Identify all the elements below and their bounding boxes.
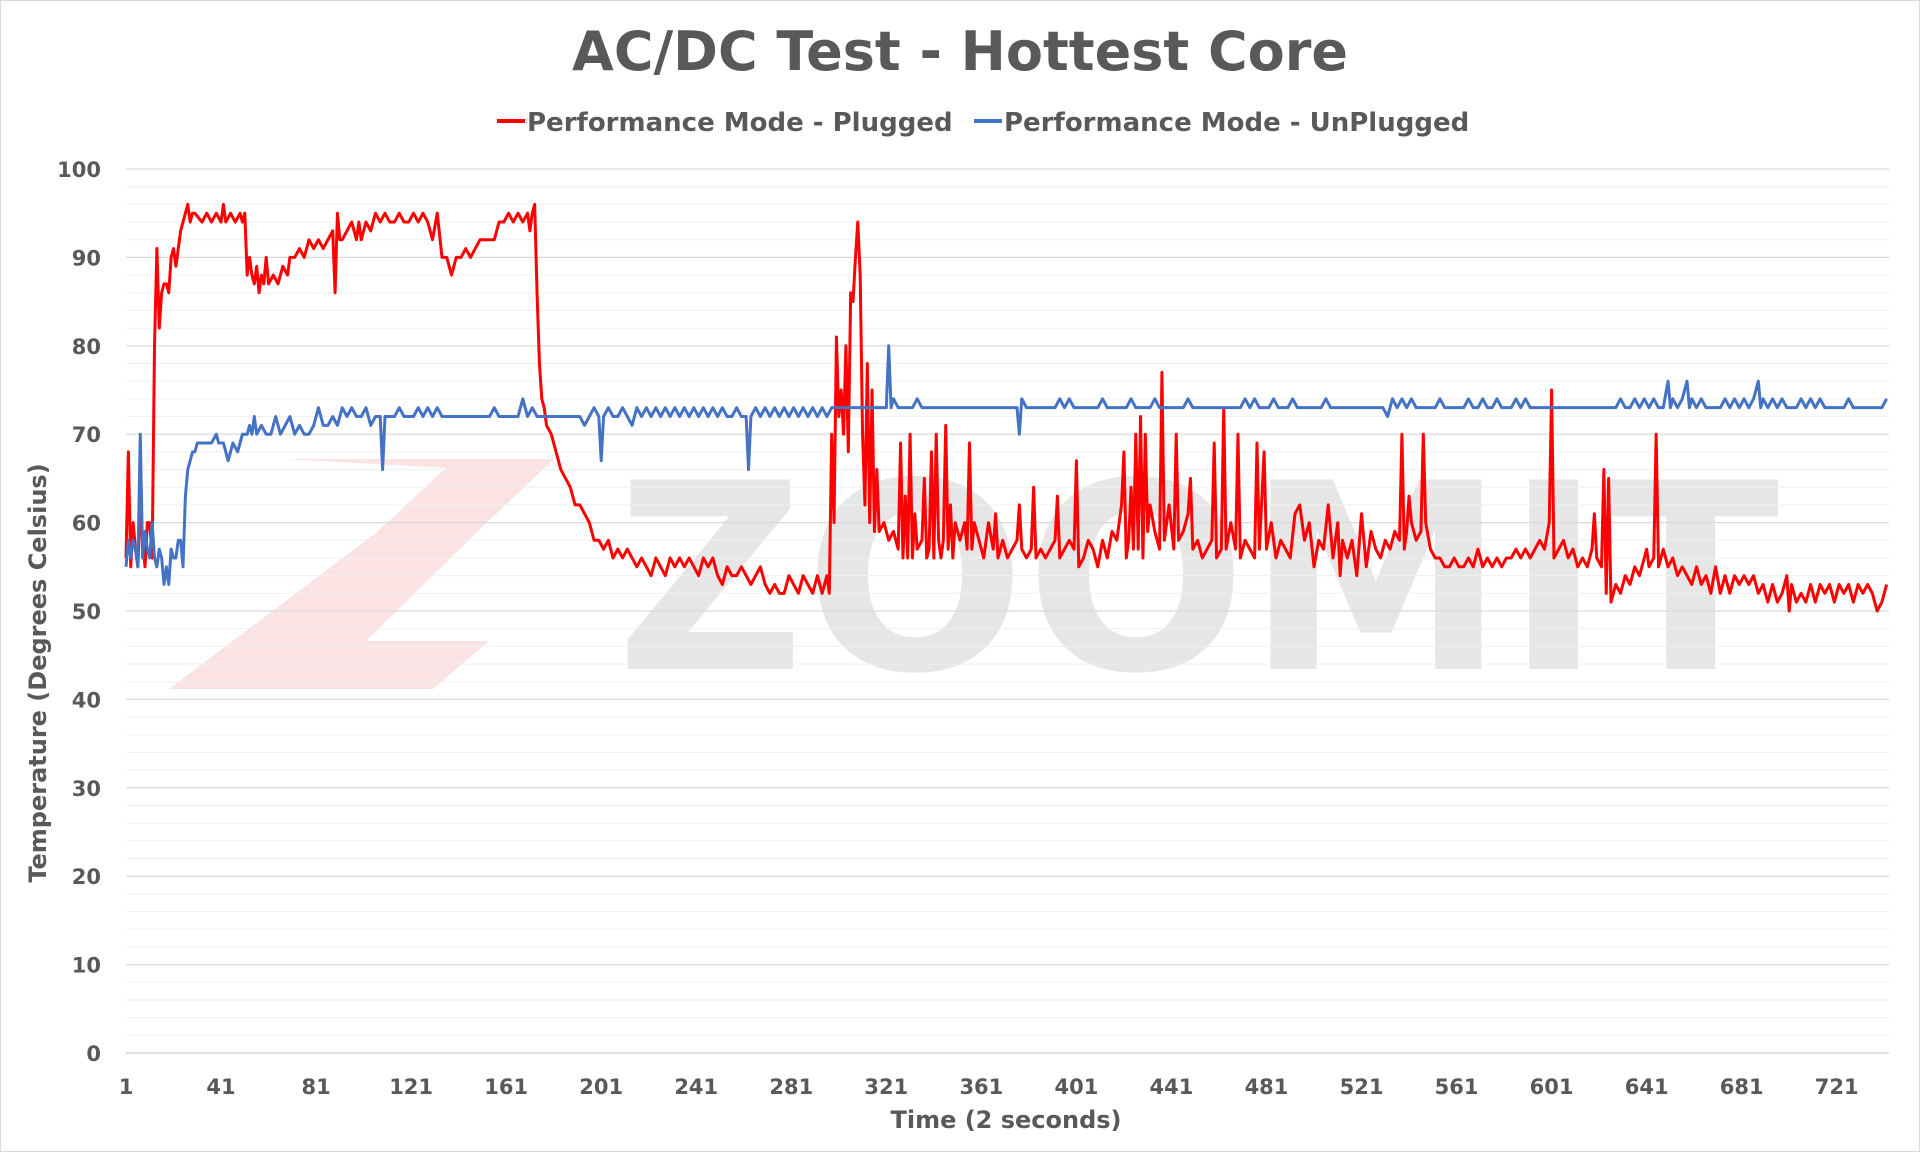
watermark: ZOOMIT [169, 429, 1781, 731]
y-tick-label: 20 [72, 865, 101, 889]
x-tick-label: 201 [579, 1075, 623, 1099]
legend-label-unplugged: Performance Mode - UnPlugged [1004, 108, 1469, 138]
x-tick-label: 281 [769, 1075, 813, 1099]
x-tick-label: 681 [1720, 1075, 1764, 1099]
series-line-unplugged [124, 344, 1888, 586]
x-tick-label: 361 [959, 1075, 1003, 1099]
y-axis-title: Temperature (Degrees Celsius) [24, 463, 52, 882]
x-tick-label: 641 [1625, 1075, 1669, 1099]
x-tick-label: 321 [864, 1075, 908, 1099]
legend-item-plugged: Performance Mode - Plugged [497, 108, 953, 138]
legend-item-unplugged: Performance Mode - UnPlugged [974, 108, 1469, 138]
grid [126, 168, 1889, 1054]
y-tick-label: 50 [72, 600, 101, 624]
series-layer [124, 202, 1889, 613]
y-axis-ticks: 0 10 20 30 40 50 60 70 80 90 100 [57, 158, 101, 1066]
x-axis-ticks: 1 41 81 121 161 201 241 281 321 361 401 441 481 521 56… [119, 1075, 1859, 1099]
x-tick-label: 161 [484, 1075, 528, 1099]
x-tick-label: 1 [119, 1075, 134, 1099]
y-tick-label: 60 [72, 512, 101, 536]
y-tick-label: 80 [72, 335, 101, 359]
x-tick-label: 41 [206, 1075, 235, 1099]
y-tick-label: 0 [86, 1042, 101, 1066]
watermark-logo-mark [286, 459, 554, 533]
series-line-plugged [124, 202, 1889, 613]
y-tick-label: 90 [72, 246, 101, 270]
x-tick-label: 241 [674, 1075, 718, 1099]
chart-title: AC/DC Test - Hottest Core [572, 20, 1348, 83]
x-tick-label: 441 [1150, 1075, 1194, 1099]
y-tick-label: 10 [72, 954, 101, 978]
y-tick-label: 40 [72, 688, 101, 712]
x-tick-label: 561 [1435, 1075, 1479, 1099]
x-tick-label: 521 [1340, 1075, 1384, 1099]
watermark-text: ZOOMIT [616, 429, 1781, 731]
y-tick-label: 100 [57, 158, 101, 182]
legend-label-plugged: Performance Mode - Plugged [527, 108, 953, 138]
x-axis-title: Time (2 seconds) [890, 1106, 1121, 1134]
legend: Performance Mode - Plugged Performance M… [497, 108, 1469, 138]
x-tick-label: 601 [1530, 1075, 1574, 1099]
x-tick-label: 81 [301, 1075, 330, 1099]
x-tick-label: 721 [1815, 1075, 1859, 1099]
y-tick-label: 30 [72, 777, 101, 801]
x-tick-label: 401 [1054, 1075, 1098, 1099]
x-tick-label: 481 [1245, 1075, 1289, 1099]
y-tick-label: 70 [72, 423, 101, 447]
x-tick-label: 121 [389, 1075, 433, 1099]
